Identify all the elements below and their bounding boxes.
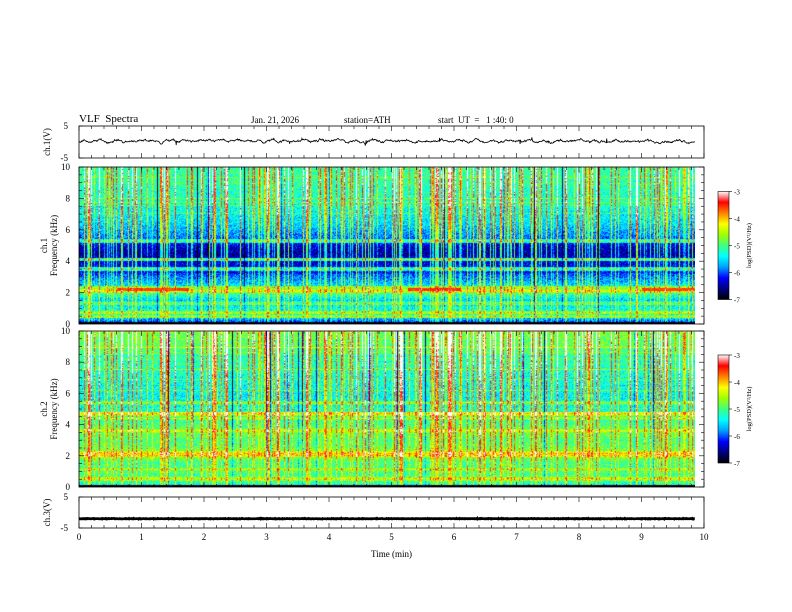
ch2-spectrogram-ytick-label: 6	[66, 388, 71, 398]
ch2-spectrogram-colorbar-label: log(PSD)(V²/Hz)	[746, 387, 753, 432]
ch1-spectrogram-colorbar-tick: -4	[734, 216, 740, 224]
date-label: Jan. 21, 2026	[251, 115, 299, 125]
chart-title: VLF Spectra	[79, 113, 139, 125]
time-tick-label: 5	[389, 532, 394, 542]
ch2-spectrogram-ylabel-freq: Frequency (kHz)	[49, 378, 59, 439]
time-axis-label: Time (min)	[371, 549, 412, 559]
ch2-spectrogram-colorbar	[717, 354, 730, 464]
ch3-waveform-ylabel: ch.3(V)	[42, 499, 52, 527]
ch2-spectrogram-ytick-label: 8	[66, 357, 71, 367]
ch2-spectrogram-ytick-label: 4	[66, 420, 71, 430]
ch1-waveform-ytick-bottom: -5	[61, 153, 69, 163]
ch2-spectrogram-colorbar-tick: -6	[734, 433, 740, 441]
time-tick-label: 9	[639, 532, 644, 542]
ch3-waveform-trace	[78, 516, 696, 522]
time-tick-label: 1	[139, 532, 144, 542]
ch2-spectrogram-ytick-label: 0	[66, 482, 71, 492]
ch1-spectrogram-colorbar-tick: -7	[734, 297, 740, 305]
ch1-waveform-ylabel: ch.1(V)	[42, 128, 52, 156]
ch1-spectrogram-ytick-label: 6	[66, 225, 71, 235]
ch3-waveform-ytick-top: 5	[64, 492, 69, 502]
ch2-spectrogram-ylabel-channel: ch.2	[39, 401, 49, 416]
ch1-spectrogram-colorbar-tick: -5	[734, 243, 740, 251]
ch1-spectrogram-ylabel-freq: Frequency (kHz)	[49, 215, 59, 276]
ch1-spectrogram-colorbar	[717, 191, 730, 300]
ch2-spectrogram-image	[79, 331, 695, 487]
ch1-spectrogram-colorbar-tick: -6	[734, 270, 740, 278]
ch1-spectrogram-ytick-label: 0	[66, 319, 71, 329]
ch2-spectrogram-colorbar-tick: -3	[734, 352, 740, 360]
ch2-spectrogram-colorbar-tick: -5	[734, 406, 740, 414]
ch1-spectrogram-ytick-label: 4	[66, 256, 71, 266]
ch1-spectrogram-colorbar-tick: -3	[734, 189, 740, 197]
time-tick-label: 6	[452, 532, 457, 542]
ch1-spectrogram-ytick-label: 10	[61, 162, 71, 172]
ch2-spectrogram-ytick-label: 10	[61, 326, 71, 336]
time-tick-label: 4	[327, 532, 332, 542]
time-tick-label: 3	[264, 532, 269, 542]
ch2-spectrogram-ytick-label: 2	[66, 451, 71, 461]
time-tick-label: 8	[577, 532, 582, 542]
time-tick-label: 2	[202, 532, 207, 542]
ch2-spectrogram-colorbar-tick: -4	[734, 379, 740, 387]
ch1-waveform-trace	[78, 136, 695, 146]
ch1-spectrogram-image	[79, 167, 695, 324]
time-tick-label: 0	[77, 532, 82, 542]
ch3-waveform-ytick-bottom: -5	[61, 523, 69, 533]
station-label: station=ATH	[344, 115, 391, 125]
ch1-spectrogram-ytick-label: 2	[66, 288, 71, 298]
ch1-spectrogram-ylabel-channel: ch.1	[39, 238, 49, 253]
ch2-spectrogram-colorbar-tick: -7	[734, 460, 740, 468]
ch1-spectrogram-ytick-label: 8	[66, 193, 71, 203]
ch1-waveform-ytick-top: 5	[64, 121, 69, 131]
time-tick-label: 7	[514, 532, 519, 542]
time-tick-label: 10	[700, 532, 710, 542]
ch1-spectrogram-colorbar-label: log(PSD)(V²/Hz)	[746, 223, 753, 268]
start-ut-label: start UT = 1 :40: 0	[438, 115, 514, 125]
